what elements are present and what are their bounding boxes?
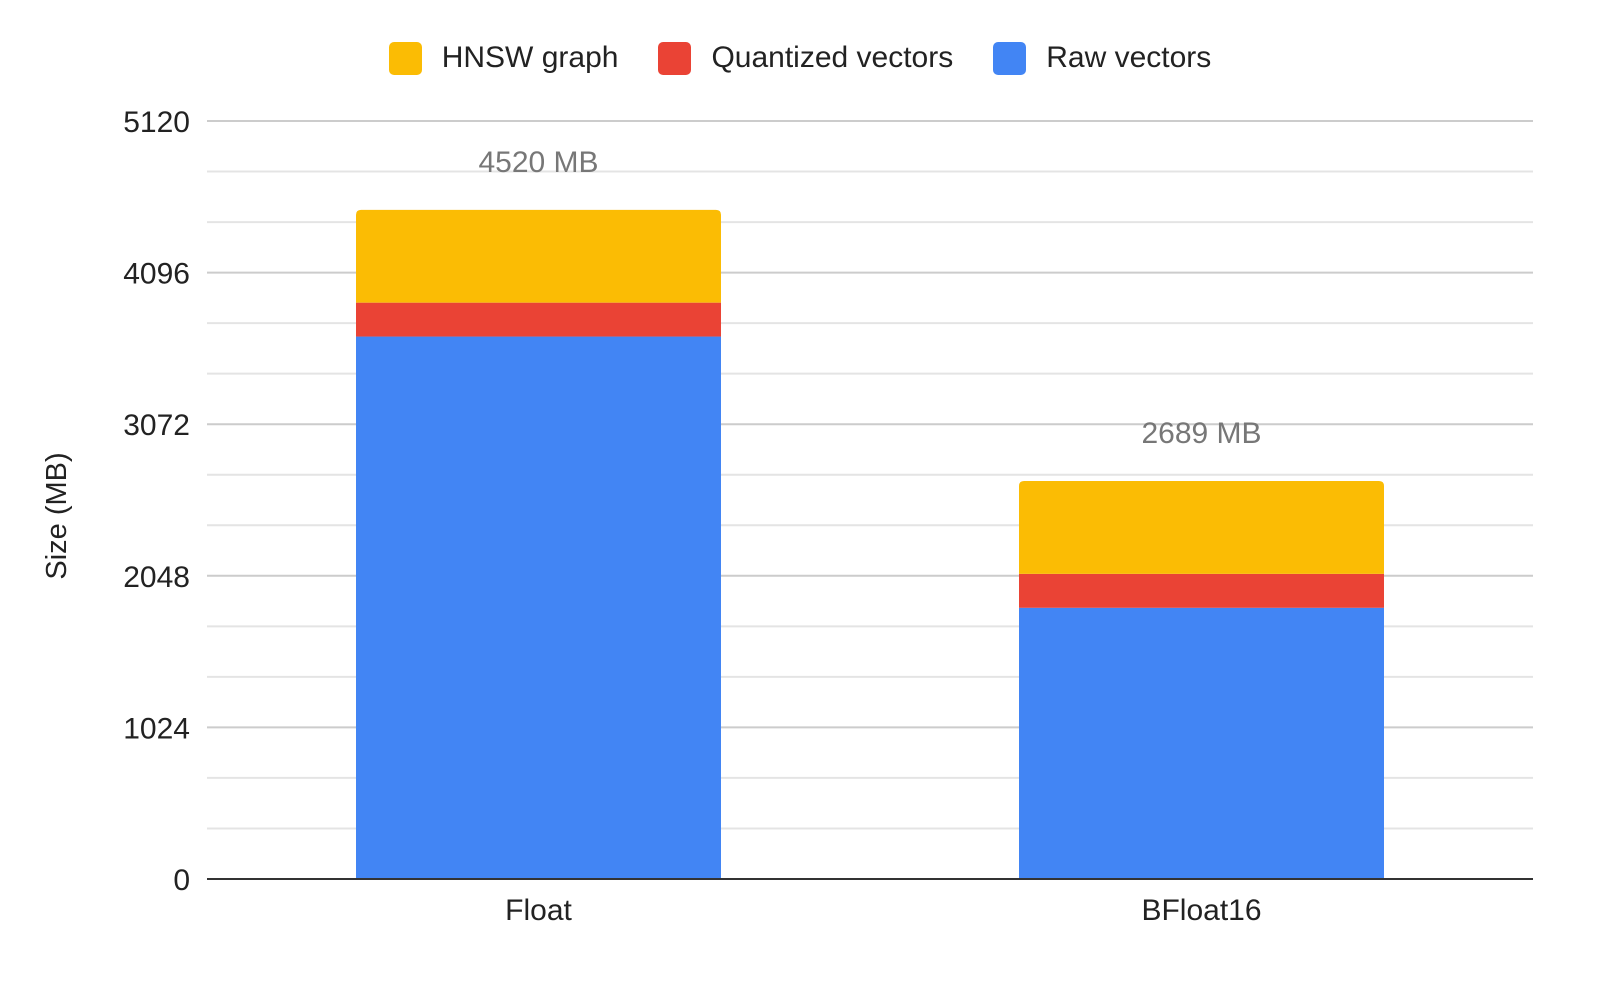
y-tick-label: 0	[173, 864, 190, 897]
bar-segment-raw-vectors	[1019, 607, 1384, 879]
legend-swatch-hnsw	[388, 41, 422, 75]
y-tick-label: 3072	[123, 409, 190, 442]
total-label: 4520 MB	[478, 146, 598, 179]
bars: 4520 MB 2689 MB	[356, 146, 1384, 879]
y-tick-label: 2048	[123, 561, 190, 594]
bar-segment-quantized-vectors	[356, 302, 721, 337]
y-axis-title: Size (MB)	[41, 452, 73, 579]
legend-swatch-raw	[993, 41, 1027, 75]
bar-bfloat16	[1019, 481, 1384, 879]
y-tick-label: 4096	[123, 258, 190, 291]
chart-legend: HNSW graph Quantized vectors Raw vectors	[0, 38, 1600, 78]
y-tick-label: 1024	[123, 712, 190, 745]
total-label: 2689 MB	[1141, 417, 1261, 450]
bar-float	[356, 209, 721, 879]
legend-label: HNSW graph	[441, 41, 619, 74]
legend-item-quantized-vectors: Quantized vectors	[658, 41, 953, 75]
bar-segment-hnsw-graph	[1019, 481, 1384, 574]
bar-segment-raw-vectors	[356, 336, 721, 879]
x-tick-label: Float	[505, 894, 572, 927]
legend-item-hnsw-graph: HNSW graph	[388, 41, 619, 75]
y-tick-label: 5120	[123, 106, 190, 139]
legend-swatch-quantized	[658, 41, 692, 75]
x-tick-label: BFloat16	[1141, 894, 1261, 927]
legend-item-raw-vectors: Raw vectors	[993, 41, 1211, 75]
legend-label: Quantized vectors	[711, 41, 954, 74]
y-axis-ticks: 0 1024 2048 3072 4096 5120	[123, 106, 190, 897]
x-axis-labels: Float BFloat16	[505, 894, 1261, 927]
bar-segment-hnsw-graph	[356, 209, 721, 303]
bar-segment-quantized-vectors	[1019, 573, 1384, 608]
legend-label: Raw vectors	[1046, 41, 1212, 74]
